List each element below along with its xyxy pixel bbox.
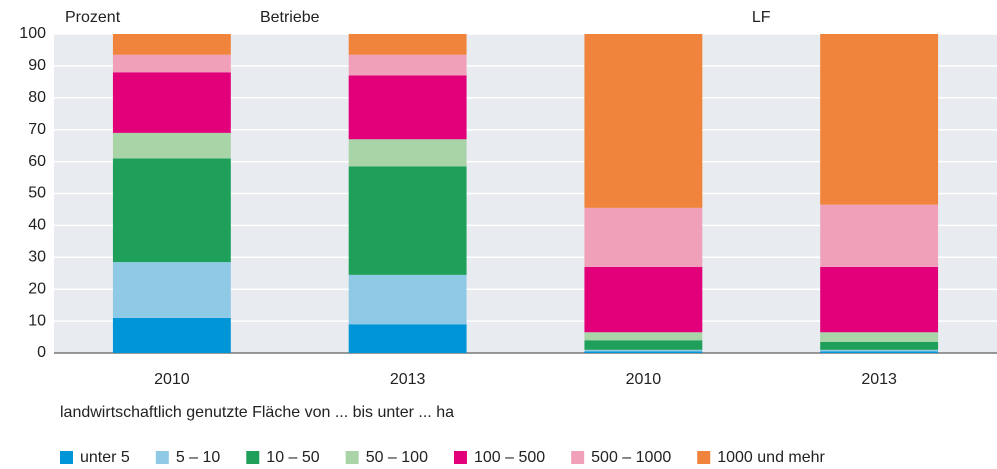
- group-label: LF: [752, 9, 771, 26]
- legend-label: 500 – 1000: [591, 449, 671, 466]
- y-tick-label: 70: [28, 121, 46, 138]
- y-tick-label: 40: [28, 217, 46, 234]
- bar-segment: [348, 274, 467, 325]
- bar-segment: [348, 34, 467, 55]
- bar-segment: [820, 349, 939, 352]
- legend-swatch: [345, 451, 359, 464]
- y-tick-label: 30: [28, 249, 46, 266]
- legend-label: 1000 und mehr: [717, 449, 825, 466]
- legend-label: 10 – 50: [266, 449, 319, 466]
- legend-swatch: [155, 451, 169, 464]
- legend-label: 100 – 500: [474, 449, 545, 466]
- bar-segment: [820, 266, 939, 333]
- legend-label: unter 5: [80, 449, 130, 466]
- legend-swatch: [571, 451, 585, 464]
- bar-segment: [820, 34, 939, 205]
- bar-segment: [820, 341, 939, 350]
- bar-segment: [820, 204, 939, 267]
- y-tick-label: 0: [37, 344, 46, 361]
- x-axis-label: landwirtschaftlich genutzte Fläche von .…: [60, 404, 454, 421]
- x-tick-label: 2013: [390, 371, 426, 388]
- y-tick-label: 20: [28, 280, 46, 297]
- bar-segment: [348, 324, 467, 353]
- bar-segment: [112, 132, 231, 159]
- bar-segment: [112, 158, 231, 263]
- x-tick-label: 2013: [861, 371, 897, 388]
- legend-swatch: [453, 451, 467, 464]
- bar-segment: [584, 34, 703, 208]
- bar-segment: [584, 266, 703, 333]
- y-tick-label: 10: [28, 312, 46, 329]
- legend-swatch: [246, 451, 260, 464]
- x-tick-label: 2010: [626, 371, 662, 388]
- bar-segment: [584, 332, 703, 341]
- y-tick-label: 100: [19, 25, 46, 42]
- bar-segment: [820, 332, 939, 342]
- bar-segment: [348, 75, 467, 140]
- y-tick-label: 90: [28, 57, 46, 74]
- bar-segment: [112, 72, 231, 133]
- legend-swatch: [697, 451, 711, 464]
- y-tick-label: 60: [28, 153, 46, 170]
- bar-segment: [820, 351, 939, 353]
- bar-segment: [584, 340, 703, 350]
- bar-segment: [348, 54, 467, 76]
- legend-swatch: [60, 451, 73, 464]
- bar-segment: [112, 34, 231, 55]
- bar-segment: [584, 207, 703, 267]
- y-tick-label: 80: [28, 89, 46, 106]
- bar-segment: [112, 54, 231, 73]
- y-tick-label: 50: [28, 185, 46, 202]
- bar-segment: [584, 351, 703, 353]
- x-tick-label: 2010: [154, 371, 190, 388]
- bar-segment: [112, 317, 231, 353]
- legend-label: 5 – 10: [176, 449, 221, 466]
- bar-segment: [584, 349, 703, 352]
- bar-segment: [348, 139, 467, 167]
- y-axis-label: Prozent: [65, 9, 121, 26]
- legend-label: 50 – 100: [366, 449, 428, 466]
- bar-segment: [348, 166, 467, 275]
- bar-segment: [112, 262, 231, 318]
- group-label: Betriebe: [260, 9, 320, 26]
